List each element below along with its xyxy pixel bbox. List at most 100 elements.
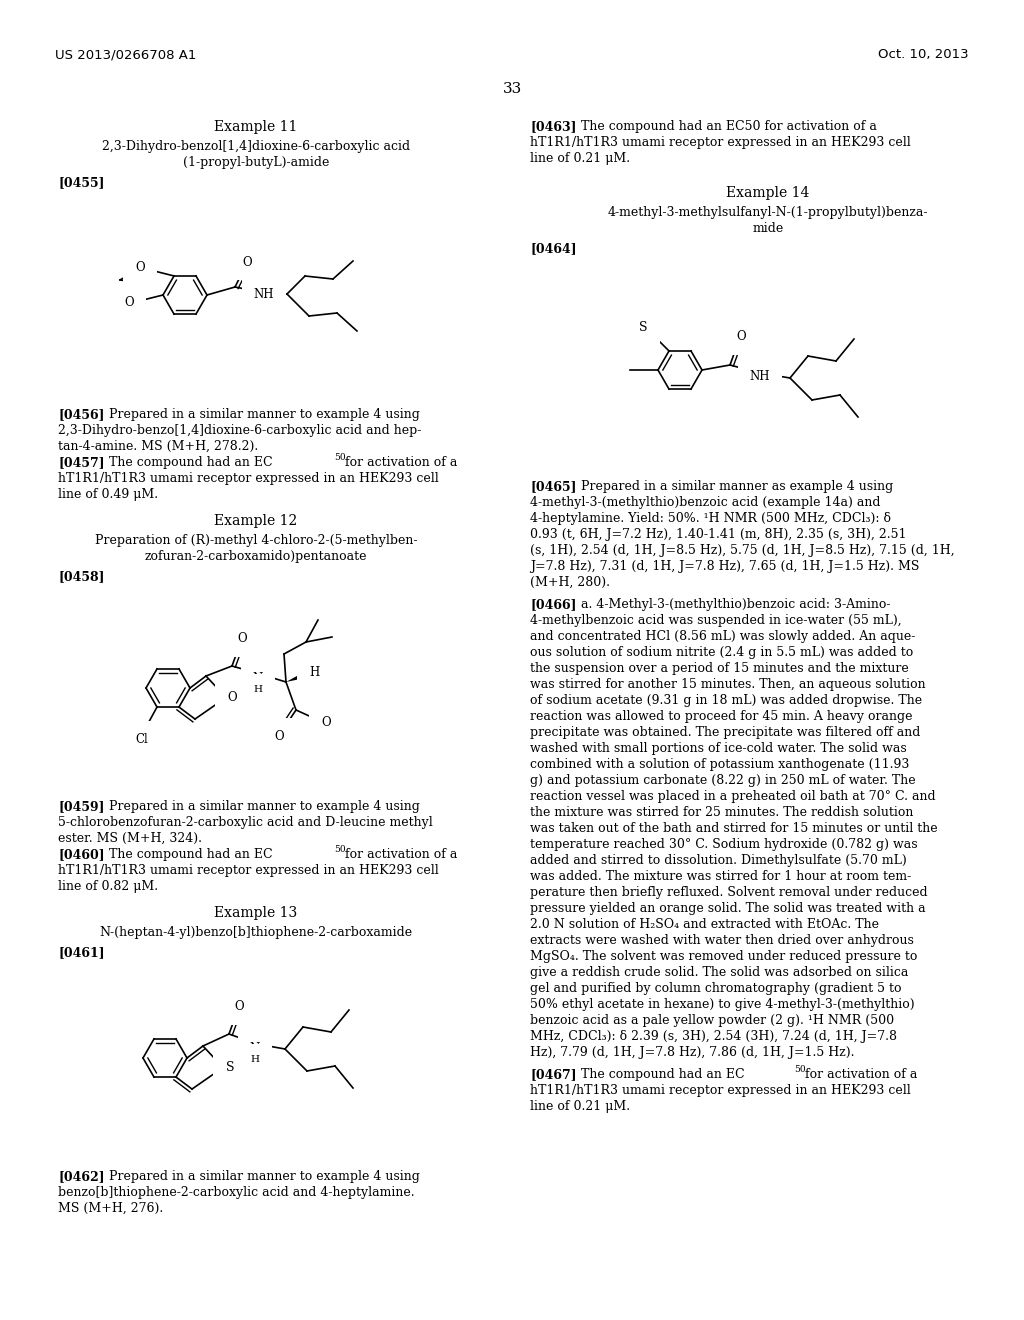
Text: Prepared in a similar manner to example 4 using: Prepared in a similar manner to example … bbox=[101, 1170, 420, 1183]
Text: Example 14: Example 14 bbox=[726, 186, 810, 201]
Text: MgSO₄. The solvent was removed under reduced pressure to: MgSO₄. The solvent was removed under red… bbox=[530, 950, 918, 964]
Text: [0467]: [0467] bbox=[530, 1068, 577, 1081]
Text: O: O bbox=[322, 717, 331, 730]
Text: line of 0.21 μM.: line of 0.21 μM. bbox=[530, 1100, 630, 1113]
Text: The compound had an EC: The compound had an EC bbox=[573, 1068, 744, 1081]
Text: 2.0 N solution of H₂SO₄ and extracted with EtOAc. The: 2.0 N solution of H₂SO₄ and extracted wi… bbox=[530, 917, 879, 931]
Text: hT1R1/hT1R3 umami receptor expressed in an HEK293 cell: hT1R1/hT1R3 umami receptor expressed in … bbox=[530, 136, 910, 149]
Text: [0459]: [0459] bbox=[58, 800, 104, 813]
Text: The compound had an EC: The compound had an EC bbox=[101, 455, 272, 469]
Text: line of 0.21 μM.: line of 0.21 μM. bbox=[530, 152, 630, 165]
Text: the suspension over a period of 15 minutes and the mixture: the suspension over a period of 15 minut… bbox=[530, 663, 908, 675]
Text: reaction was allowed to proceed for 45 min. A heavy orange: reaction was allowed to proceed for 45 m… bbox=[530, 710, 912, 723]
Text: 4-methyl-3-methylsulfanyl-N-(1-propylbutyl)benza-: 4-methyl-3-methylsulfanyl-N-(1-propylbut… bbox=[608, 206, 928, 219]
Text: [0464]: [0464] bbox=[530, 242, 577, 255]
Text: N-(heptan-4-yl)benzo[b]thiophene-2-carboxamide: N-(heptan-4-yl)benzo[b]thiophene-2-carbo… bbox=[99, 927, 413, 939]
Text: O: O bbox=[234, 1001, 244, 1014]
Text: Prepared in a similar manner to example 4 using: Prepared in a similar manner to example … bbox=[101, 800, 420, 813]
Text: 0.93 (t, 6H, J=7.2 Hz), 1.40-1.41 (m, 8H), 2.35 (s, 3H), 2.51: 0.93 (t, 6H, J=7.2 Hz), 1.40-1.41 (m, 8H… bbox=[530, 528, 906, 541]
Text: N: N bbox=[250, 1043, 260, 1056]
Text: temperature reached 30° C. Sodium hydroxide (0.782 g) was: temperature reached 30° C. Sodium hydrox… bbox=[530, 838, 918, 851]
Text: line of 0.82 μM.: line of 0.82 μM. bbox=[58, 880, 158, 894]
Text: (s, 1H), 2.54 (d, 1H, J=8.5 Hz), 5.75 (d, 1H, J=8.5 Hz), 7.15 (d, 1H,: (s, 1H), 2.54 (d, 1H, J=8.5 Hz), 5.75 (d… bbox=[530, 544, 954, 557]
Text: Prepared in a similar manner as example 4 using: Prepared in a similar manner as example … bbox=[573, 480, 893, 492]
Text: benzoic acid as a pale yellow powder (2 g). ¹H NMR (500: benzoic acid as a pale yellow powder (2 … bbox=[530, 1014, 894, 1027]
Text: [0460]: [0460] bbox=[58, 847, 104, 861]
Text: g) and potassium carbonate (8.22 g) in 250 mL of water. The: g) and potassium carbonate (8.22 g) in 2… bbox=[530, 774, 915, 787]
Text: added and stirred to dissolution. Dimethylsulfate (5.70 mL): added and stirred to dissolution. Dimeth… bbox=[530, 854, 906, 867]
Text: was taken out of the bath and stirred for 15 minutes or until the: was taken out of the bath and stirred fo… bbox=[530, 822, 938, 836]
Text: 5-chlorobenzofuran-2-carboxylic acid and D-leucine methyl: 5-chlorobenzofuran-2-carboxylic acid and… bbox=[58, 816, 433, 829]
Text: S: S bbox=[225, 1061, 234, 1074]
Text: the mixture was stirred for 25 minutes. The reddish solution: the mixture was stirred for 25 minutes. … bbox=[530, 807, 913, 818]
Text: MS (M+H, 276).: MS (M+H, 276). bbox=[58, 1203, 163, 1214]
Text: NH: NH bbox=[254, 288, 274, 301]
Text: [0466]: [0466] bbox=[530, 598, 577, 611]
Text: of sodium acetate (9.31 g in 18 mL) was added dropwise. The: of sodium acetate (9.31 g in 18 mL) was … bbox=[530, 694, 923, 708]
Text: 4-heptylamine. Yield: 50%. ¹H NMR (500 MHz, CDCl₃): δ: 4-heptylamine. Yield: 50%. ¹H NMR (500 M… bbox=[530, 512, 891, 525]
Text: 50% ethyl acetate in hexane) to give 4-methyl-3-(methylthio): 50% ethyl acetate in hexane) to give 4-m… bbox=[530, 998, 914, 1011]
Text: was added. The mixture was stirred for 1 hour at room tem-: was added. The mixture was stirred for 1… bbox=[530, 870, 911, 883]
Text: 4-methyl-3-(methylthio)benzoic acid (example 14a) and: 4-methyl-3-(methylthio)benzoic acid (exa… bbox=[530, 496, 881, 510]
Text: Example 11: Example 11 bbox=[214, 120, 298, 135]
Text: O: O bbox=[243, 256, 252, 268]
Text: [0465]: [0465] bbox=[530, 480, 577, 492]
Text: MHz, CDCl₃): δ 2.39 (s, 3H), 2.54 (3H), 7.24 (d, 1H, J=7.8: MHz, CDCl₃): δ 2.39 (s, 3H), 2.54 (3H), … bbox=[530, 1030, 897, 1043]
Text: [0461]: [0461] bbox=[58, 946, 104, 960]
Text: J=7.8 Hz), 7.31 (d, 1H, J=7.8 Hz), 7.65 (d, 1H, J=1.5 Hz). MS: J=7.8 Hz), 7.31 (d, 1H, J=7.8 Hz), 7.65 … bbox=[530, 560, 920, 573]
Text: pressure yielded an orange solid. The solid was treated with a: pressure yielded an orange solid. The so… bbox=[530, 902, 926, 915]
Text: 33: 33 bbox=[503, 82, 521, 96]
Text: gel and purified by column chromatography (gradient 5 to: gel and purified by column chromatograph… bbox=[530, 982, 901, 995]
Text: give a reddish crude solid. The solid was adsorbed on silica: give a reddish crude solid. The solid wa… bbox=[530, 966, 908, 979]
Text: NH: NH bbox=[750, 371, 770, 384]
Text: O: O bbox=[124, 297, 134, 309]
Text: S: S bbox=[639, 322, 647, 334]
Text: [0455]: [0455] bbox=[58, 176, 104, 189]
Text: zofuran-2-carboxamido)pentanoate: zofuran-2-carboxamido)pentanoate bbox=[144, 550, 368, 564]
Text: hT1R1/hT1R3 umami receptor expressed in an HEK293 cell: hT1R1/hT1R3 umami receptor expressed in … bbox=[58, 473, 438, 484]
Text: The compound had an EC50 for activation of a: The compound had an EC50 for activation … bbox=[573, 120, 877, 133]
Text: N: N bbox=[253, 672, 263, 685]
Text: 50: 50 bbox=[794, 1065, 806, 1074]
Text: for activation of a: for activation of a bbox=[801, 1068, 918, 1081]
Text: H: H bbox=[254, 685, 262, 693]
Text: ous solution of sodium nitrite (2.4 g in 5.5 mL) was added to: ous solution of sodium nitrite (2.4 g in… bbox=[530, 645, 913, 659]
Text: washed with small portions of ice-cold water. The solid was: washed with small portions of ice-cold w… bbox=[530, 742, 906, 755]
Text: for activation of a: for activation of a bbox=[341, 455, 458, 469]
Text: Hz), 7.79 (d, 1H, J=7.8 Hz), 7.86 (d, 1H, J=1.5 Hz).: Hz), 7.79 (d, 1H, J=7.8 Hz), 7.86 (d, 1H… bbox=[530, 1045, 854, 1059]
Text: Preparation of (R)-methyl 4-chloro-2-(5-methylben-: Preparation of (R)-methyl 4-chloro-2-(5-… bbox=[95, 535, 417, 546]
Text: [0462]: [0462] bbox=[58, 1170, 104, 1183]
Text: US 2013/0266708 A1: US 2013/0266708 A1 bbox=[55, 48, 197, 61]
Text: O: O bbox=[227, 692, 237, 704]
Text: [0457]: [0457] bbox=[58, 455, 104, 469]
Text: and concentrated HCl (8.56 mL) was slowly added. An aque-: and concentrated HCl (8.56 mL) was slowl… bbox=[530, 630, 915, 643]
Text: Prepared in a similar manner to example 4 using: Prepared in a similar manner to example … bbox=[101, 408, 420, 421]
Text: (1-propyl-butyL)-amide: (1-propyl-butyL)-amide bbox=[183, 156, 329, 169]
Text: O: O bbox=[274, 730, 284, 742]
Text: 2,3-Dihydro-benzol[1,4]dioxine-6-carboxylic acid: 2,3-Dihydro-benzol[1,4]dioxine-6-carboxy… bbox=[102, 140, 410, 153]
Text: 50: 50 bbox=[334, 453, 346, 462]
Polygon shape bbox=[286, 671, 310, 682]
Text: for activation of a: for activation of a bbox=[341, 847, 458, 861]
Text: hT1R1/hT1R3 umami receptor expressed in an HEK293 cell: hT1R1/hT1R3 umami receptor expressed in … bbox=[58, 865, 438, 876]
Text: combined with a solution of potassium xanthogenate (11.93: combined with a solution of potassium xa… bbox=[530, 758, 909, 771]
Text: 2,3-Dihydro-benzo[1,4]dioxine-6-carboxylic acid and hep-: 2,3-Dihydro-benzo[1,4]dioxine-6-carboxyl… bbox=[58, 424, 421, 437]
Text: Cl: Cl bbox=[135, 733, 148, 746]
Text: extracts were washed with water then dried over anhydrous: extracts were washed with water then dri… bbox=[530, 935, 913, 946]
Text: [0463]: [0463] bbox=[530, 120, 577, 133]
Text: tan-4-amine. MS (M+H, 278.2).: tan-4-amine. MS (M+H, 278.2). bbox=[58, 440, 258, 453]
Text: H: H bbox=[309, 665, 319, 678]
Text: benzo[b]thiophene-2-carboxylic acid and 4-heptylamine.: benzo[b]thiophene-2-carboxylic acid and … bbox=[58, 1185, 415, 1199]
Text: 50: 50 bbox=[334, 845, 346, 854]
Text: precipitate was obtained. The precipitate was filtered off and: precipitate was obtained. The precipitat… bbox=[530, 726, 921, 739]
Text: 4-methylbenzoic acid was suspended in ice-water (55 mL),: 4-methylbenzoic acid was suspended in ic… bbox=[530, 614, 901, 627]
Text: H: H bbox=[251, 1055, 259, 1064]
Text: O: O bbox=[238, 632, 247, 645]
Text: (M+H, 280).: (M+H, 280). bbox=[530, 576, 610, 589]
Text: a. 4-Methyl-3-(methylthio)benzoic acid: 3-Amino-: a. 4-Methyl-3-(methylthio)benzoic acid: … bbox=[573, 598, 891, 611]
Text: perature then briefly refluxed. Solvent removal under reduced: perature then briefly refluxed. Solvent … bbox=[530, 886, 928, 899]
Text: Example 12: Example 12 bbox=[214, 513, 298, 528]
Text: O: O bbox=[736, 330, 745, 343]
Text: Oct. 10, 2013: Oct. 10, 2013 bbox=[879, 48, 969, 61]
Text: Example 13: Example 13 bbox=[214, 906, 298, 920]
